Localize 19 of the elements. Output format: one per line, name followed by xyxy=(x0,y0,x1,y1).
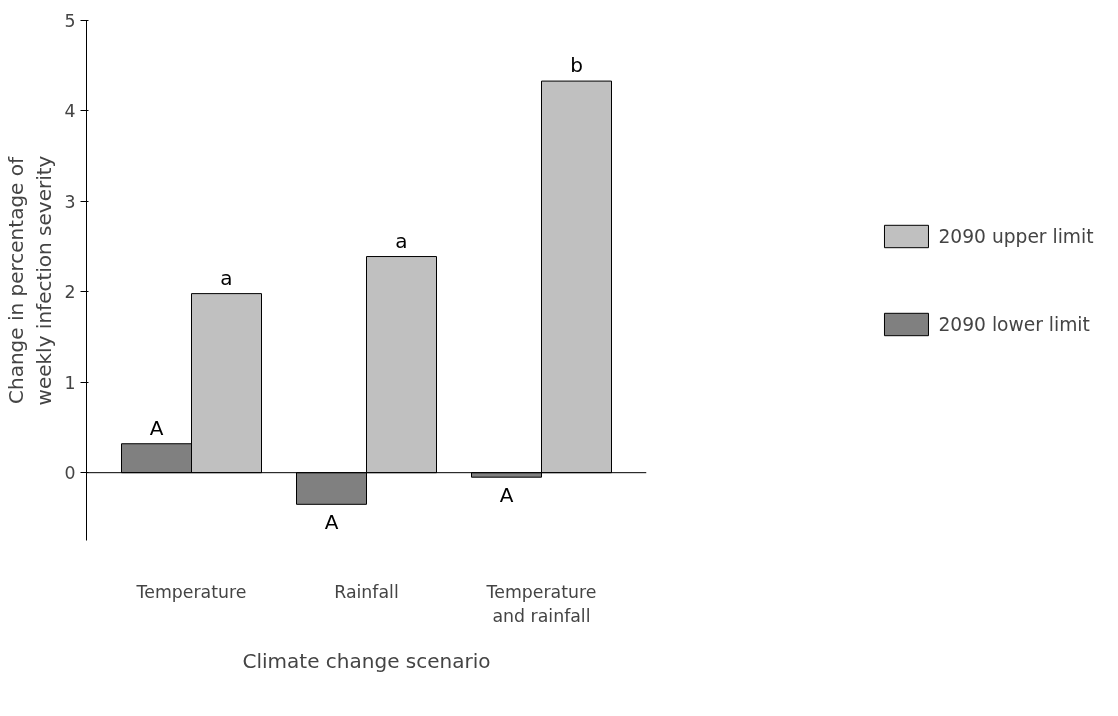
x-tick-label: Temperature and rainfall xyxy=(485,581,597,626)
annotation: a xyxy=(220,265,233,290)
x-tick-label: Temperature xyxy=(135,581,247,602)
annotation: b xyxy=(570,53,583,78)
legend-label: 2090 upper limit xyxy=(938,225,1094,247)
annotation: A xyxy=(499,483,514,508)
x-tick-label: Rainfall xyxy=(334,581,399,602)
x-axis-title: Climate change scenario xyxy=(242,648,491,673)
annotation: A xyxy=(324,510,339,535)
y-axis-title: Change in percentage of weekly infection severity xyxy=(3,155,57,406)
y-tick-label: 5 xyxy=(64,11,76,31)
y-tick-label: 2 xyxy=(64,282,76,303)
y-tick-label: 0 xyxy=(64,463,76,484)
y-tick-label: 1 xyxy=(64,372,76,393)
y-tick-label: 3 xyxy=(64,191,76,212)
legend-label: 2090 lower limit xyxy=(938,313,1090,335)
annotation: a xyxy=(395,228,408,253)
annotation: A xyxy=(149,415,164,440)
y-tick-label: 4 xyxy=(64,101,76,122)
